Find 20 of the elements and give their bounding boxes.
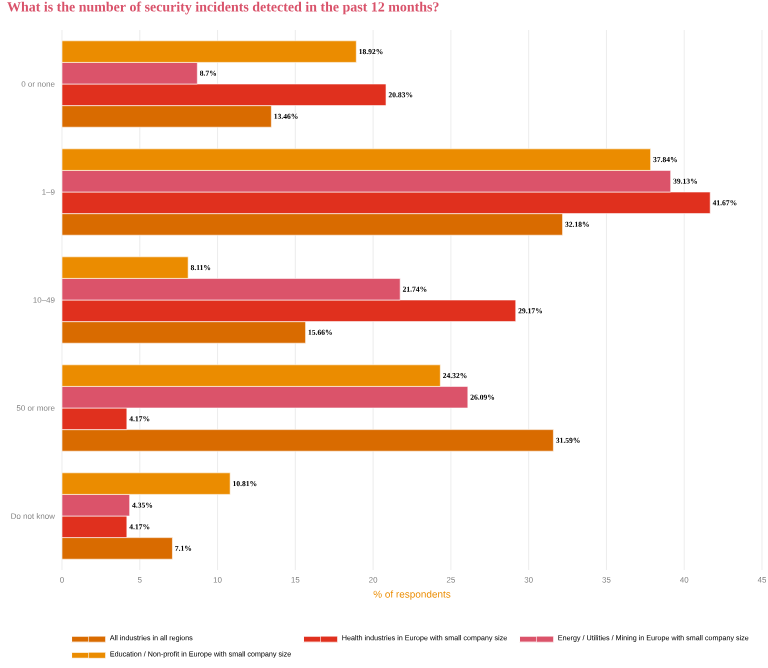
bar — [62, 83, 387, 106]
bar — [62, 105, 272, 128]
bar — [62, 170, 671, 193]
bar — [62, 256, 189, 279]
bar — [62, 407, 128, 430]
bar — [62, 278, 401, 301]
bar — [62, 321, 306, 344]
bar — [62, 148, 651, 171]
bar — [62, 429, 554, 452]
bar — [62, 386, 469, 409]
bar — [62, 472, 231, 495]
bar — [62, 62, 198, 85]
bar — [62, 364, 441, 387]
bar — [62, 299, 517, 322]
bar — [62, 515, 128, 538]
bar — [62, 537, 173, 560]
bar — [62, 191, 711, 214]
bar — [62, 213, 563, 236]
bar — [62, 40, 357, 63]
bar — [62, 494, 130, 517]
